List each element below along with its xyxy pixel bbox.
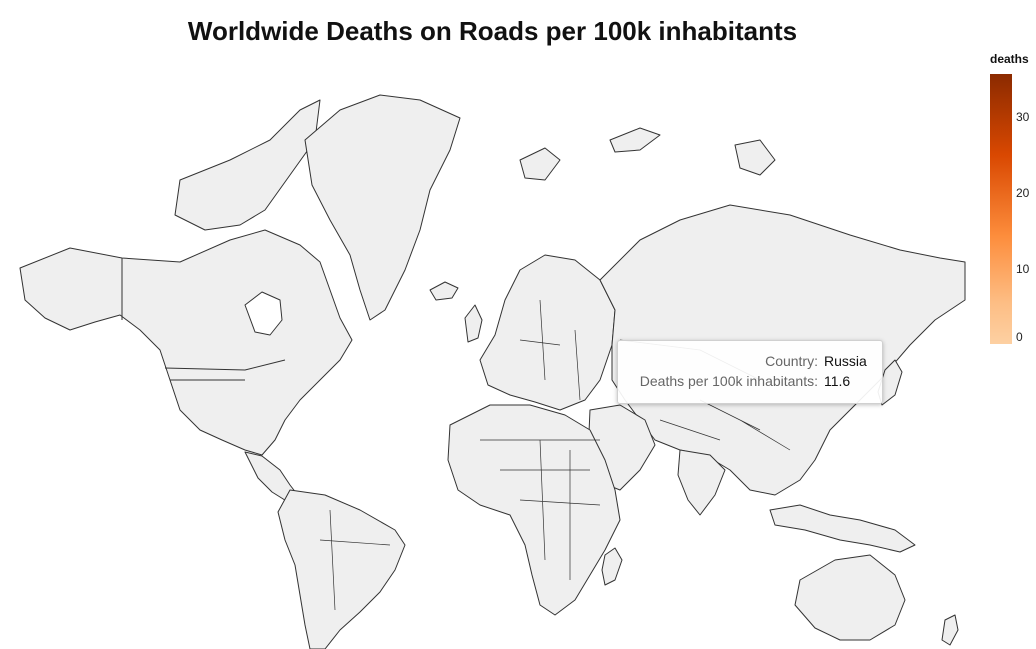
novaya-zemlya[interactable]	[609, 127, 661, 153]
arctic-islands[interactable]	[174, 99, 321, 231]
severnaya-zemlya[interactable]	[734, 139, 776, 176]
legend-color-scale	[990, 74, 1012, 344]
legend-tick-30: 30	[1016, 110, 1030, 124]
hover-tooltip: Country: Russia Deaths per 100k inhabitan…	[617, 340, 883, 404]
tooltip-country-value: Russia	[824, 353, 867, 369]
legend-tick-10: 10	[1016, 262, 1030, 276]
europe[interactable]	[479, 254, 616, 411]
svalbard[interactable]	[519, 147, 561, 181]
india[interactable]	[677, 449, 726, 516]
greenland[interactable]	[304, 94, 461, 321]
tooltip-metric-row: Deaths per 100k inhabitants: 11.6	[640, 373, 872, 389]
united-kingdom[interactable]	[464, 304, 483, 343]
world-map[interactable]	[0, 0, 985, 649]
south-america[interactable]	[277, 489, 406, 649]
tooltip-country-label: Country:	[765, 353, 818, 369]
tooltip-metric-label: Deaths per 100k inhabitants:	[639, 373, 818, 389]
north-america-landmass[interactable]	[19, 229, 353, 456]
tooltip-country-row: Country: Russia	[765, 353, 872, 369]
iceland[interactable]	[429, 281, 459, 301]
africa[interactable]	[447, 404, 621, 616]
legend-tick-0: 0	[1016, 330, 1023, 344]
southeast-asia-islands[interactable]	[769, 504, 916, 553]
color-legend: deaths 30 20 10 0	[986, 50, 1036, 350]
map-title: Worldwide Deaths on Roads per 100k inhab…	[187, 16, 798, 46]
madagascar[interactable]	[601, 547, 623, 586]
australia[interactable]	[794, 554, 906, 641]
legend-tick-20: 20	[1016, 186, 1030, 200]
hudson-bay	[244, 291, 283, 336]
new-zealand[interactable]	[941, 614, 959, 646]
legend-title: deaths	[990, 52, 1029, 66]
us-canada-border	[121, 258, 286, 381]
tooltip-metric-value: 11.6	[824, 373, 851, 389]
